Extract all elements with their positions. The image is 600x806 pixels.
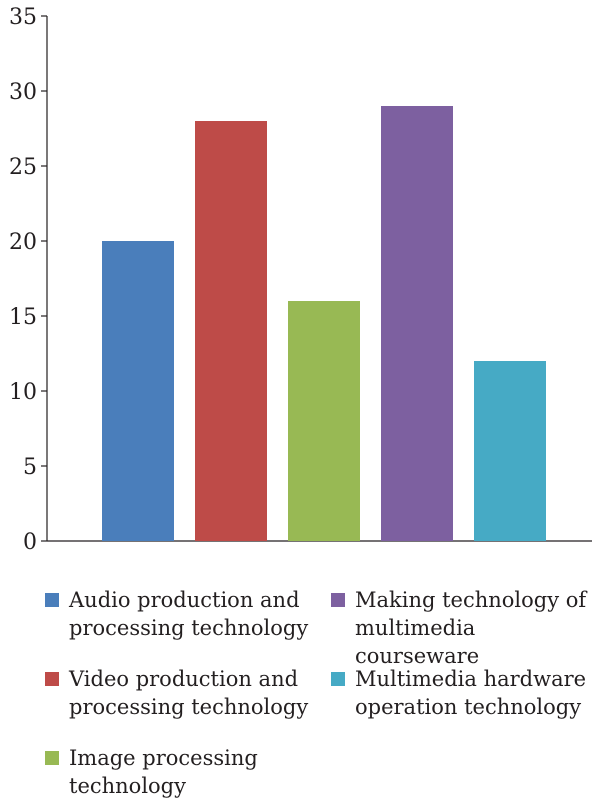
- y-tick-label: 35: [9, 5, 37, 30]
- y-tick-label: 30: [9, 80, 37, 105]
- y-tick-label: 15: [9, 305, 37, 330]
- bar: [102, 241, 174, 541]
- y-tick-label: 0: [23, 530, 37, 555]
- legend-label: Multimedia hardware operation technology: [355, 667, 587, 719]
- bar: [474, 361, 546, 541]
- bar: [288, 301, 360, 541]
- legend-swatch: [45, 751, 59, 765]
- legend-item: Video production and processing technolo…: [45, 665, 308, 721]
- legend-swatch: [45, 593, 59, 607]
- legend-label: Image processing technology: [69, 746, 258, 798]
- legend-swatch: [331, 672, 345, 686]
- y-tick-label: 20: [9, 230, 37, 255]
- bars: [102, 106, 546, 541]
- legend-item: Audio production and processing technolo…: [45, 586, 308, 642]
- legend-label: Video production and processing technolo…: [69, 667, 309, 719]
- legend-item: Image processing technology: [45, 744, 258, 800]
- y-tick-label: 25: [9, 155, 37, 180]
- y-ticks: 0 5 10 15 20 25 30 35: [9, 5, 47, 555]
- bar: [195, 121, 267, 541]
- legend-label: Making technology of multimedia coursewa…: [355, 588, 587, 668]
- legend-swatch: [331, 593, 345, 607]
- legend-item: Multimedia hardware operation technology: [331, 665, 586, 721]
- legend-swatch: [45, 672, 59, 686]
- bar: [381, 106, 453, 541]
- legend-label: Audio production and processing technolo…: [69, 588, 309, 640]
- legend-item: Making technology of multimedia coursewa…: [331, 586, 600, 670]
- y-tick-label: 5: [23, 455, 37, 480]
- y-tick-label: 10: [9, 380, 37, 405]
- bar-chart: 0 5 10 15 20 25 30 35: [9, 5, 592, 555]
